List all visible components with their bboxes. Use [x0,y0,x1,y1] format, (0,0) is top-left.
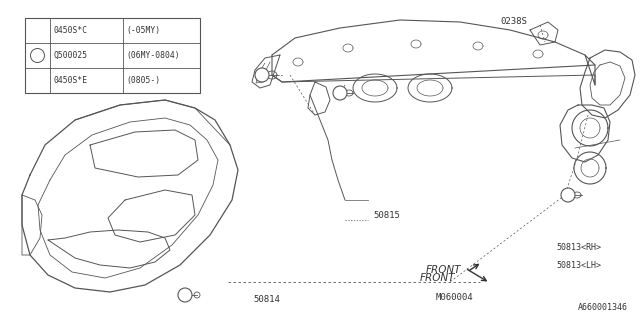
Circle shape [561,188,575,202]
Text: Q500025: Q500025 [53,51,87,60]
Text: (0805-): (0805-) [126,76,160,85]
Text: A660001346: A660001346 [578,303,628,312]
Text: 1: 1 [566,190,570,199]
Text: 1: 1 [260,70,264,79]
Text: 1: 1 [35,51,40,60]
Bar [25,18,200,93]
Text: 1: 1 [182,291,188,300]
Circle shape [333,86,347,100]
Text: 50815: 50815 [373,211,400,220]
Text: (06MY-0804): (06MY-0804) [126,51,180,60]
Text: 0450S*E: 0450S*E [53,76,87,85]
Text: 1: 1 [338,89,342,98]
Text: 0450S*C: 0450S*C [53,26,87,35]
Text: 0238S: 0238S [500,18,527,27]
Circle shape [178,288,192,302]
Text: 50813<RH>: 50813<RH> [556,243,601,252]
Circle shape [255,68,269,82]
Text: FRONT: FRONT [426,265,461,275]
Text: 50813<LH>: 50813<LH> [556,260,601,269]
Circle shape [31,49,45,62]
Text: M060004: M060004 [436,292,474,301]
Text: 50814: 50814 [253,295,280,305]
Text: (-05MY): (-05MY) [126,26,160,35]
Text: FRONT: FRONT [420,273,456,283]
